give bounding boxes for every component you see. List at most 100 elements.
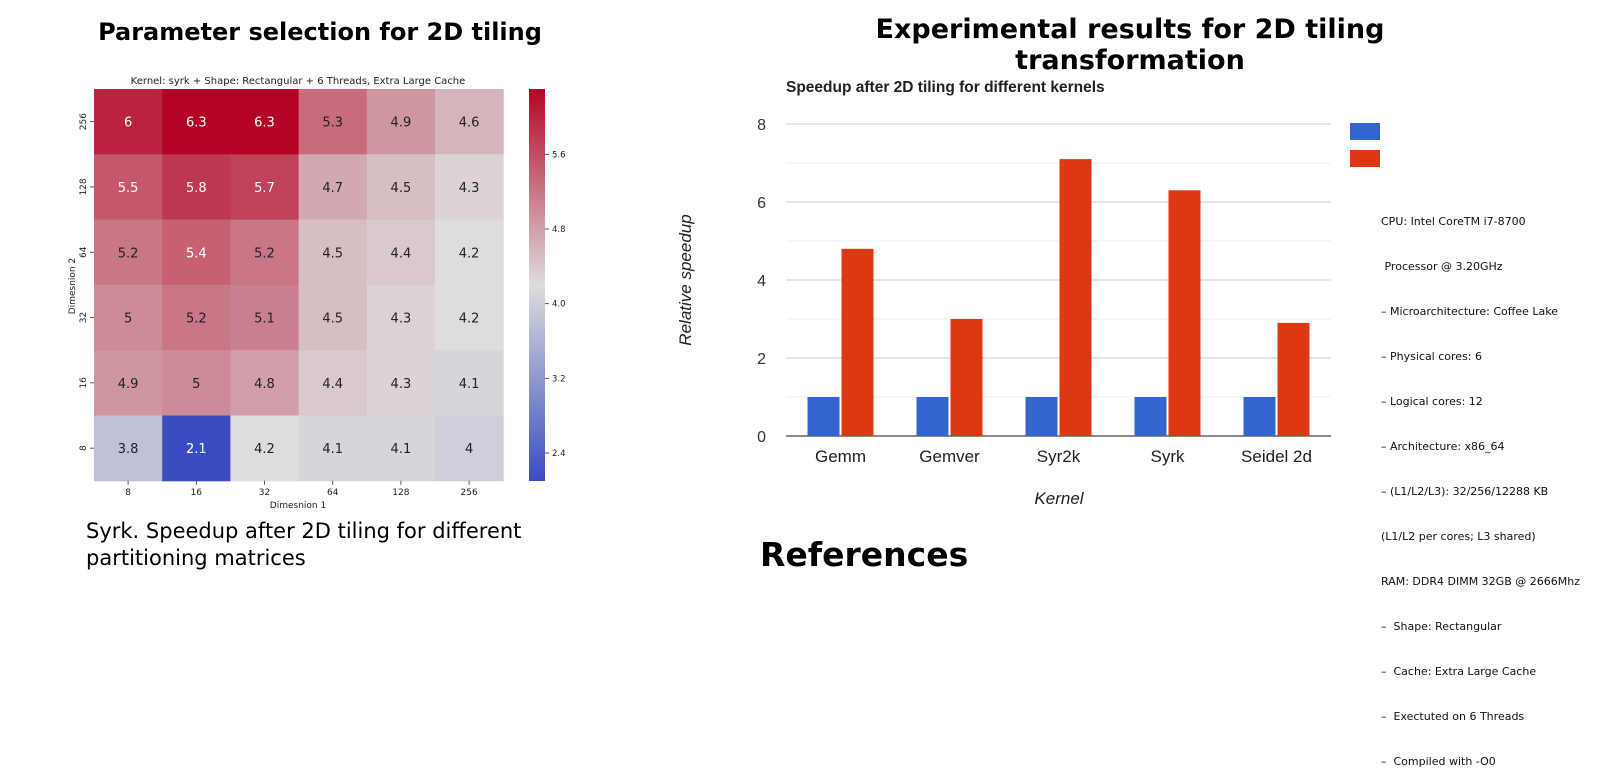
- colorbar-tick-label: 3.2: [552, 374, 566, 384]
- heatmap-chart: Kernel: syrk + Shape: Rectangular + 6 Th…: [68, 76, 566, 511]
- heatmap-cell-label: 5.2: [118, 246, 139, 261]
- heatmap-cell: [94, 350, 163, 416]
- heatmap-cell-label: 3.8: [118, 442, 139, 457]
- bar-original: [1243, 397, 1276, 436]
- heatmap-cell-label: 4.3: [391, 312, 412, 327]
- heatmap-cell-label: 4.3: [459, 181, 480, 196]
- heatmap-panel-title: Parameter selection for 2D tiling: [98, 18, 542, 46]
- bar-chart-title: Speedup after 2D tiling for different ke…: [786, 79, 1105, 96]
- info-line: – Architecture: x86_64: [1381, 440, 1505, 453]
- heatmap-cell-label: 4.1: [391, 442, 412, 457]
- legend-swatch: [1350, 150, 1380, 167]
- bar-chart-y-tick-label: 4: [757, 273, 766, 290]
- results-panel-title: Experimental results for 2D tiling trans…: [875, 14, 1385, 76]
- info-line: CPU: Intel CoreTM i7-8700: [1381, 215, 1526, 228]
- heatmap-cell: [162, 350, 231, 416]
- bar-tiled: [1277, 322, 1310, 436]
- bar-tiled: [1059, 159, 1092, 436]
- heatmap-cell: [94, 415, 163, 482]
- bar-chart-x-tick-label: Syr2k: [1037, 447, 1081, 466]
- heatmap-cell: [94, 219, 163, 286]
- info-line: (L1/L2 per cores; L3 shared): [1381, 530, 1536, 543]
- heatmap-x-tick-label: 64: [327, 488, 339, 498]
- bar-chart-y-tick-label: 0: [757, 429, 766, 446]
- heatmap-cell: [435, 219, 504, 286]
- bar-tiled: [841, 248, 874, 436]
- heatmap-cell-label: 5.2: [186, 312, 207, 327]
- heatmap-colorbar: [529, 89, 545, 481]
- heatmap-cell: [94, 154, 163, 221]
- info-line: RAM: DDR4 DIMM 32GB @ 2666Mhz: [1381, 575, 1580, 588]
- heatmap-caption: Syrk. Speedup after 2D tiling for differ…: [86, 519, 522, 570]
- heatmap-cell: [366, 284, 436, 351]
- heatmap-cell-label: 5.1: [254, 312, 275, 327]
- heatmap-cell: [366, 350, 436, 416]
- heatmap-x-tick-label: 16: [191, 488, 203, 498]
- heatmap-cell: [162, 415, 231, 482]
- heatmap-cell-label: 5.4: [186, 246, 207, 261]
- bar-chart: Speedup after 2D tiling for different ke…: [676, 79, 1380, 508]
- heatmap-cell-label: 5.3: [322, 116, 343, 131]
- heatmap-x-tick-label: 256: [461, 488, 478, 498]
- heatmap-cell: [230, 350, 300, 416]
- heatmap-cell-label: 4.8: [254, 377, 275, 392]
- bar-chart-y-tick-label: 8: [757, 117, 766, 134]
- heatmap-cell-label: 4.5: [391, 181, 412, 196]
- heatmap-cell: [435, 284, 504, 351]
- heatmap-ylabel: Dimesnion 2: [68, 258, 78, 314]
- heatmap-y-tick-label: 8: [79, 445, 89, 451]
- heatmap-cell-label: 5.2: [254, 246, 275, 261]
- info-line: – Physical cores: 6: [1381, 350, 1482, 363]
- colorbar-tick-label: 2.4: [552, 449, 566, 459]
- heatmap-cell-label: 4.3: [391, 377, 412, 392]
- heatmap-cell-label: 5: [124, 312, 132, 327]
- info-line: – Microarchitecture: Coffee Lake: [1381, 305, 1558, 318]
- heatmap-cell-label: 6.3: [254, 116, 275, 131]
- info-line: – Compiled with -O0: [1381, 755, 1496, 768]
- info-line: – Logical cores: 12: [1381, 395, 1483, 408]
- heatmap-cell: [366, 89, 436, 155]
- bar-chart-x-tick-label: Gemver: [919, 447, 980, 466]
- info-line: – (L1/L2/L3): 32/256/12288 KB: [1381, 485, 1549, 498]
- heatmap-cell: [366, 219, 436, 286]
- heatmap-cell: [366, 154, 436, 221]
- bar-chart-x-tick-label: Syrk: [1151, 447, 1186, 466]
- heatmap-cell: [230, 415, 300, 482]
- bar-chart-xlabel: Kernel: [1034, 489, 1084, 508]
- heatmap-cell-label: 5.7: [254, 181, 275, 196]
- heatmap-cell: [298, 89, 368, 155]
- heatmap-cell: [230, 219, 300, 286]
- info-line: Processor @ 3.20GHz: [1381, 260, 1503, 273]
- colorbar-tick-label: 5.6: [552, 150, 566, 160]
- heatmap-cell: [435, 350, 504, 416]
- bar-original: [916, 397, 949, 436]
- heatmap-cell: [435, 415, 504, 482]
- bar-chart-x-tick-label: Gemm: [815, 447, 866, 466]
- heatmap-cell: [298, 350, 368, 416]
- bar-chart-ylabel: Relative speedup: [676, 214, 695, 345]
- heatmap-cell: [230, 154, 300, 221]
- info-line: – Exectuted on 6 Threads: [1381, 710, 1525, 723]
- heatmap-cell: [94, 89, 163, 155]
- heatmap-cell: [298, 284, 368, 351]
- heatmap-y-tick-label: 32: [79, 312, 89, 323]
- heatmap-y-tick-label: 256: [79, 113, 89, 130]
- heatmap-cell: [298, 219, 368, 286]
- legend-swatch: [1350, 123, 1380, 140]
- heatmap-cell-label: 4.6: [459, 116, 480, 131]
- heatmap-x-tick-label: 8: [125, 488, 131, 498]
- heatmap-cell-label: 6.3: [186, 116, 207, 131]
- heatmap-cell-label: 4.1: [459, 377, 480, 392]
- heatmap-cell-label: 4.5: [322, 312, 343, 327]
- heatmap-cell: [298, 154, 368, 221]
- bar-chart-y-tick-label: 2: [757, 351, 766, 368]
- bar-chart-y-tick-label: 6: [757, 195, 766, 212]
- heatmap-cell-label: 5.5: [118, 181, 139, 196]
- system-info: CPU: Intel CoreTM i7-8700 Processor @ 3.…: [1381, 184, 1580, 784]
- heatmap-cell: [162, 89, 231, 155]
- info-line: – Shape: Rectangular: [1381, 620, 1502, 633]
- references-heading: References: [760, 535, 969, 574]
- heatmap-cell: [162, 219, 231, 286]
- heatmap-cell: [162, 154, 231, 221]
- heatmap-cell-label: 4.2: [254, 442, 275, 457]
